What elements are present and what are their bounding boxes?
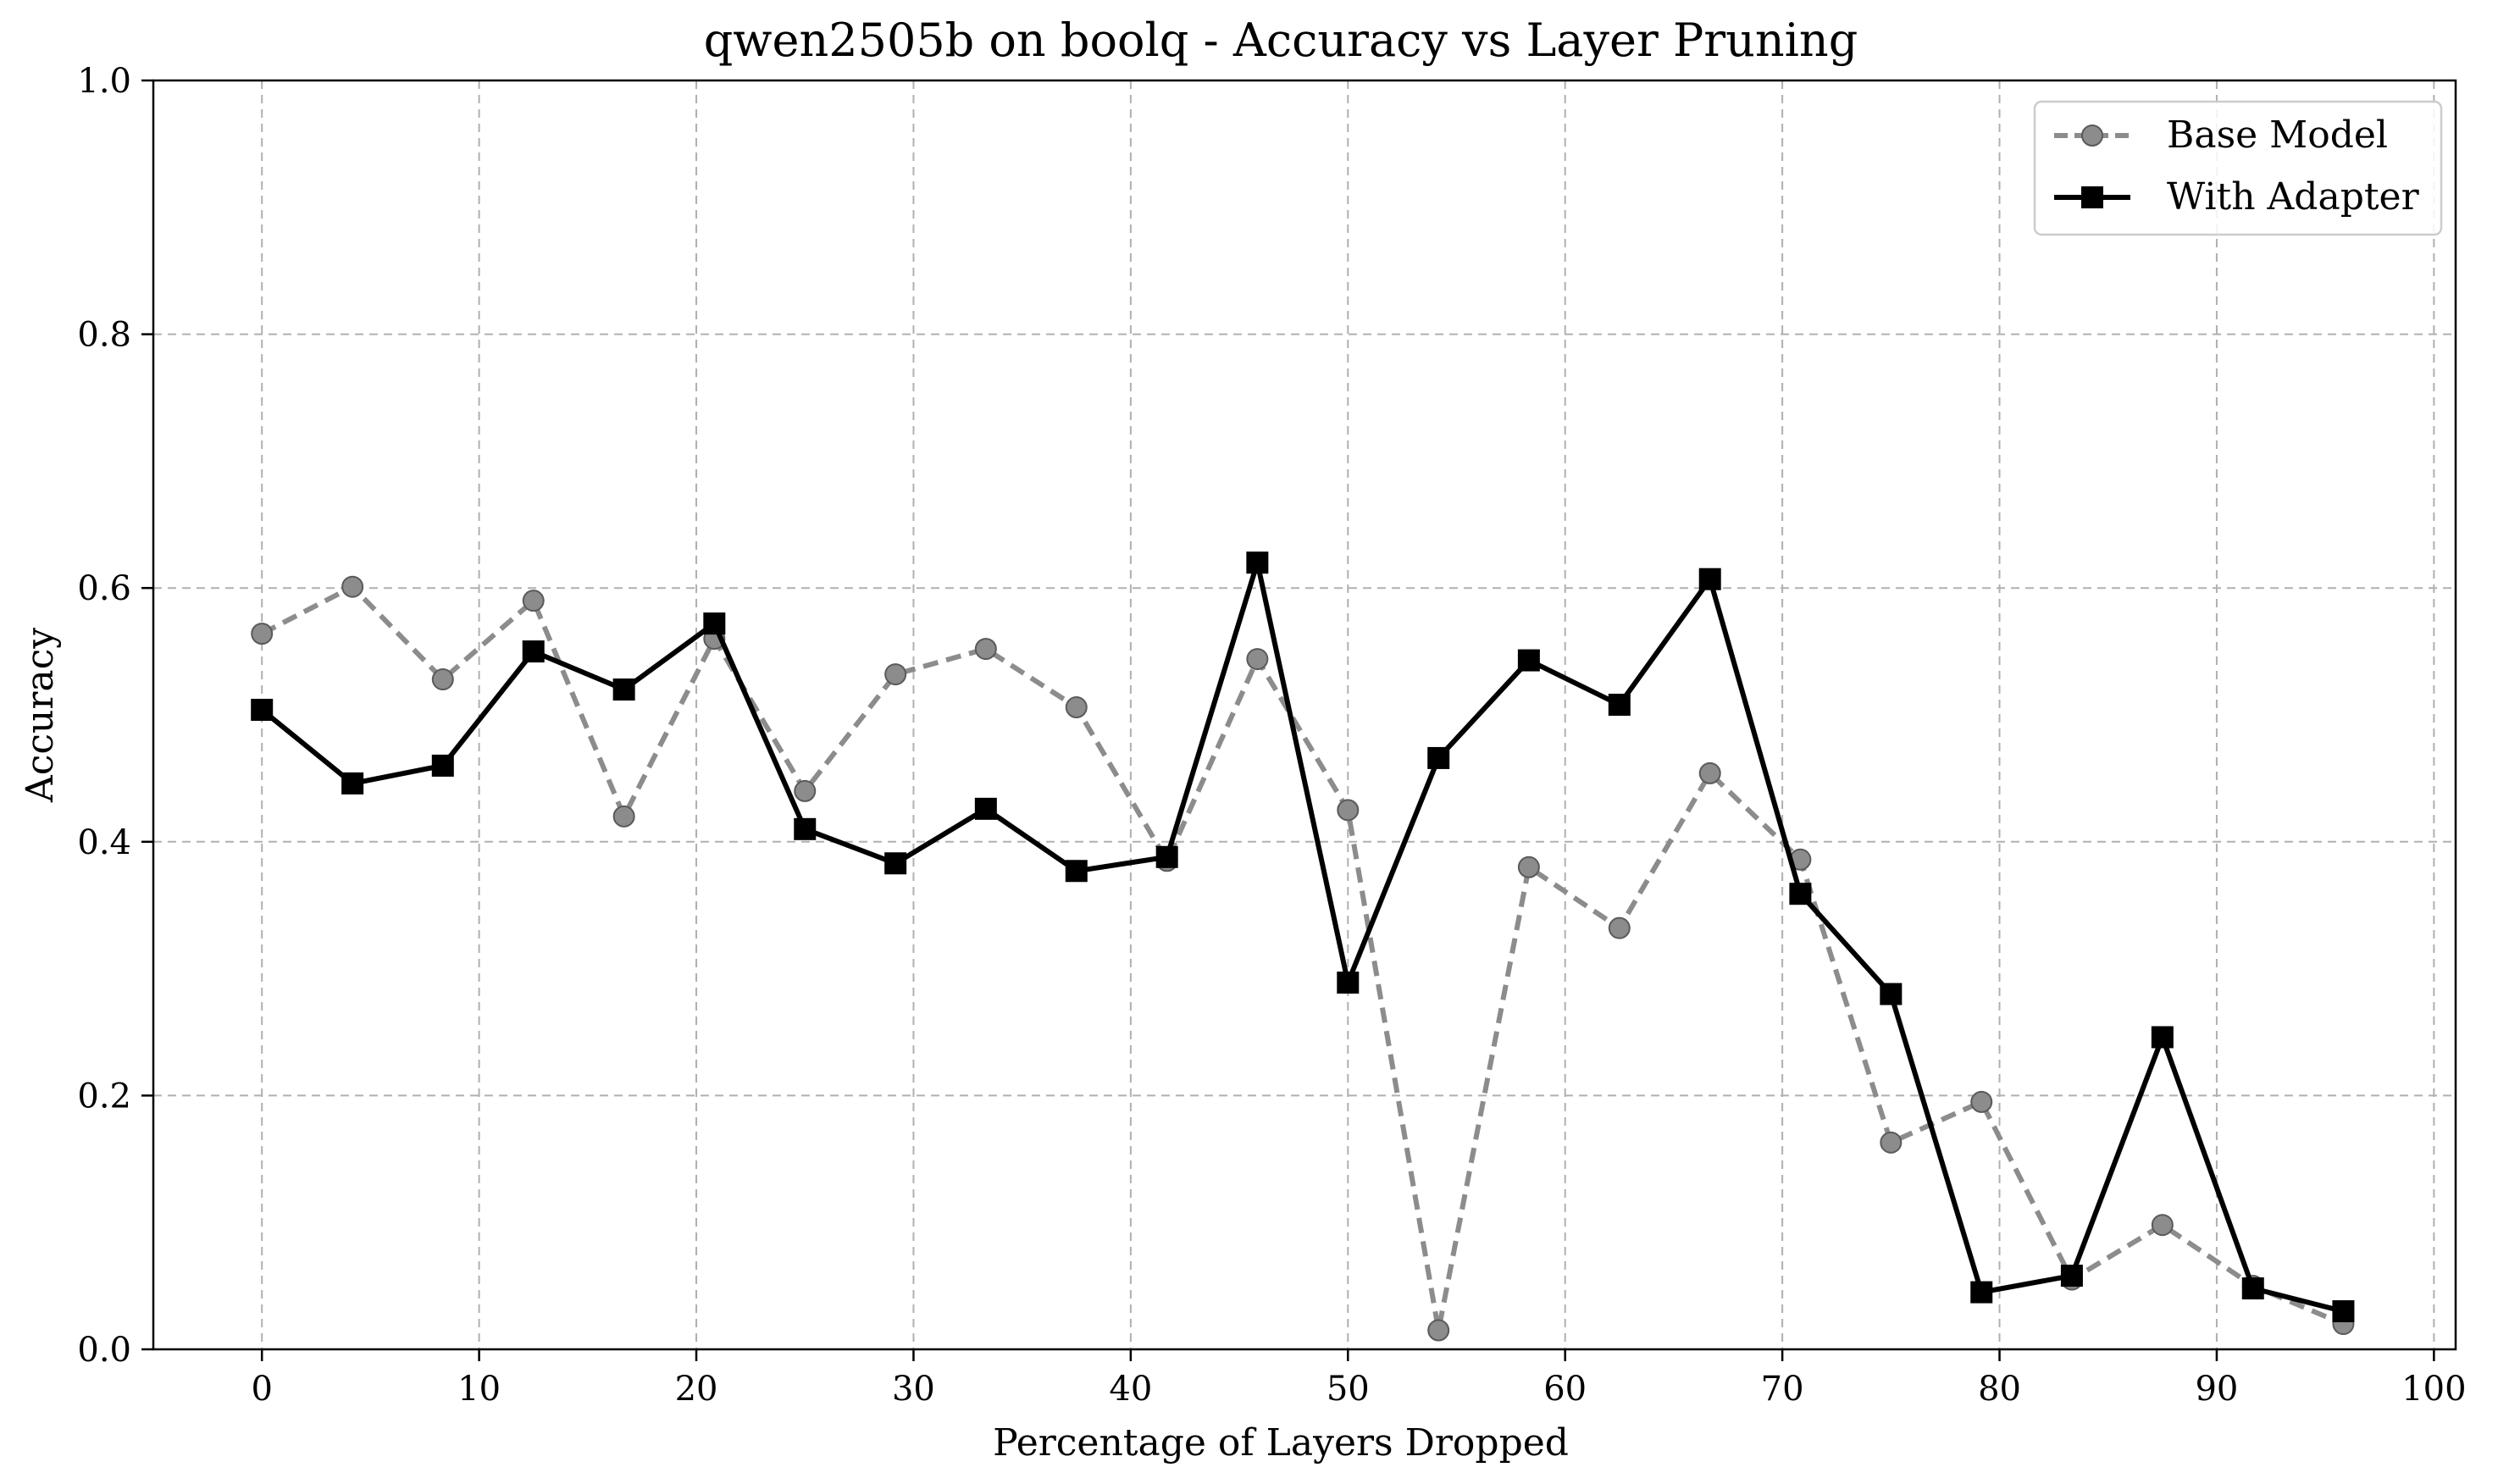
base-model-point	[431, 668, 454, 691]
x-tick-label: 90	[2195, 1370, 2238, 1409]
with-adapter-point	[1155, 845, 1178, 868]
y-tick-label: 0.2	[77, 1077, 131, 1116]
grid-lines	[153, 80, 2456, 1350]
x-tick-label: 70	[1761, 1370, 1804, 1409]
series-layer	[251, 551, 2355, 1342]
series-with-adapter	[251, 551, 2355, 1323]
base-model-point	[1517, 856, 1540, 878]
base-model-point	[794, 779, 817, 802]
with-adapter-point	[1608, 694, 1631, 717]
with-adapter-point	[1698, 568, 1721, 590]
x-axis-label: Percentage of Layers Dropped	[993, 1421, 1569, 1465]
base-model-point	[251, 623, 274, 645]
base-model-point	[1970, 1090, 1993, 1113]
base-model-point	[1246, 648, 1269, 671]
axis-ticks: 0 10 20 30 40 50 60 70 80 90 100 0.0 0.2 0.4 0.6 0.8 1.0	[77, 62, 2466, 1409]
with-adapter-point	[1065, 860, 1088, 883]
with-adapter-point	[341, 772, 364, 795]
base-model-point	[612, 805, 635, 828]
y-tick-label: 0.6	[77, 569, 131, 608]
with-adapter-point	[612, 678, 635, 701]
x-tick-label: 20	[675, 1370, 718, 1409]
base-model-point	[1608, 916, 1631, 939]
with-adapter-point	[1427, 746, 1450, 769]
base-model-point	[1065, 696, 1088, 719]
base-model-point	[2151, 1214, 2174, 1237]
with-adapter-point	[1880, 983, 1903, 1005]
plot-area-frame	[152, 79, 2457, 1351]
x-tick-label: 10	[457, 1370, 501, 1409]
chart-title: qwen2505b on boolq - Accuracy vs Layer P…	[704, 14, 1858, 67]
y-tick-label: 0.8	[77, 316, 131, 355]
y-tick-label: 0.0	[77, 1331, 131, 1370]
legend-base-model-marker	[2081, 125, 2103, 147]
x-tick-label: 40	[1109, 1370, 1152, 1409]
with-adapter-point	[1789, 883, 1812, 905]
y-tick-label: 1.0	[77, 62, 131, 101]
x-tick-label: 30	[892, 1370, 935, 1409]
y-axis-label: Accuracy	[19, 628, 62, 803]
with-adapter-line	[260, 560, 2345, 1315]
with-adapter-point	[1970, 1281, 1993, 1304]
with-adapter-point	[2151, 1026, 2174, 1049]
with-adapter-point	[522, 640, 545, 663]
base-model-point	[522, 590, 545, 612]
with-adapter-point	[884, 852, 907, 875]
base-model-point	[1337, 799, 1360, 822]
y-tick-label: 0.4	[77, 823, 131, 862]
with-adapter-point	[2332, 1300, 2355, 1323]
base-model-point	[1880, 1131, 1903, 1154]
legend-with-adapter-marker	[2081, 186, 2103, 208]
series-base-model	[251, 575, 2355, 1342]
legend: Base Model With Adapter	[2033, 100, 2443, 236]
legend-label-with-adapter: With Adapter	[2167, 175, 2420, 219]
with-adapter-point	[1246, 551, 1269, 574]
legend-box	[2033, 100, 2443, 236]
with-adapter-point	[1337, 972, 1360, 994]
with-adapter-point	[2241, 1277, 2264, 1300]
x-tick-label: 50	[1327, 1370, 1370, 1409]
base-model-point	[1427, 1319, 1450, 1342]
with-adapter-point	[1517, 649, 1540, 672]
base-model-line	[260, 584, 2345, 1333]
with-adapter-point	[431, 754, 454, 777]
legend-label-base-model: Base Model	[2167, 114, 2388, 157]
with-adapter-point	[703, 612, 726, 635]
base-model-point	[974, 638, 997, 661]
base-model-point	[1698, 761, 1721, 784]
with-adapter-point	[974, 797, 997, 820]
x-tick-label: 100	[2401, 1370, 2466, 1409]
with-adapter-point	[251, 699, 274, 722]
x-tick-label: 60	[1543, 1370, 1587, 1409]
x-tick-label: 80	[1978, 1370, 2021, 1409]
x-tick-label: 0	[251, 1370, 272, 1409]
with-adapter-point	[794, 817, 817, 840]
base-model-point	[884, 663, 907, 686]
base-model-point	[341, 575, 364, 598]
with-adapter-point	[2060, 1265, 2083, 1287]
